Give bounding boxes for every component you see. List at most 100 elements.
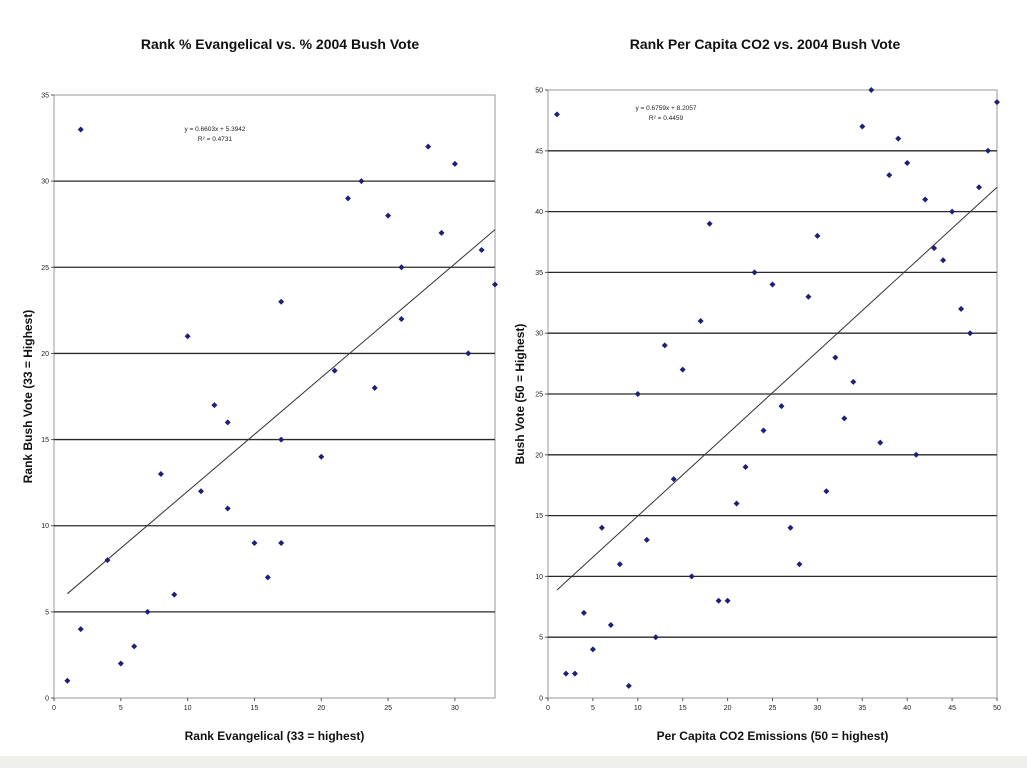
chart-2-x-tick-label: 10 [634, 705, 642, 712]
chart-2-data-point [895, 135, 902, 142]
chart-2-data-point [967, 330, 974, 337]
chart-2-data-point [589, 646, 596, 653]
chart-2-y-tick-label: 30 [535, 331, 543, 338]
chart-1-x-tick-label: 15 [251, 705, 259, 712]
chart-2-data-point [598, 524, 605, 531]
chart-1-data-point [398, 264, 405, 271]
chart-2-y-tick-label: 35 [535, 270, 543, 277]
chart-1-x-tick-label: 10 [184, 705, 192, 712]
chart-2-y-tick-label: 15 [535, 513, 543, 520]
chart-1-x-tick-label: 25 [384, 705, 392, 712]
chart-1-x-tick-label: 30 [451, 705, 459, 712]
chart-2-data-point [985, 147, 992, 154]
chart-2-data-point [949, 208, 956, 215]
chart-1-data-point [104, 557, 111, 564]
chart-1-data-point [77, 126, 84, 133]
chart-2-data-point [796, 561, 803, 568]
chart-1-data-point [278, 436, 285, 443]
chart-2-data-point [940, 257, 947, 264]
chart-1-data-point [318, 453, 325, 460]
chart-1-plot-area [53, 94, 496, 699]
chart-2-data-point [724, 597, 731, 604]
chart-2-data-point [976, 184, 983, 191]
chart-2-data-point [571, 670, 578, 677]
chart-2-data-point [661, 342, 668, 349]
chart-1-y-tick-label: 15 [41, 437, 49, 444]
chart-1-data-point [465, 350, 472, 357]
chart-2-data-point [886, 172, 893, 179]
chart-2-y-tick-label: 0 [539, 696, 543, 703]
chart-2-data-point [778, 403, 785, 410]
chart-2-data-point [769, 281, 776, 288]
chart-2-data-point [625, 682, 632, 689]
chart-2-data-point [634, 391, 641, 397]
chart-2-data-point [715, 597, 722, 604]
chart-2-data-point [922, 196, 929, 203]
chart-2-y-axis-label: Bush Vote (50 = Highest) [513, 324, 527, 465]
chart-1-data-point [425, 143, 432, 150]
bottom-strip [0, 756, 1027, 768]
chart-2-r-squared: R² = 0.4459 [649, 115, 684, 122]
chart-1-data-point [478, 247, 485, 254]
chart-1-data-point [77, 626, 84, 633]
chart-2-x-tick-label: 40 [903, 705, 911, 712]
chart-1-data-point [385, 212, 392, 219]
chart-2-data-point [679, 366, 686, 373]
chart-1-trendline [67, 229, 496, 595]
chart-2-data-point [787, 524, 794, 531]
chart-2-data-point [832, 354, 839, 361]
chart-1-data-point [131, 643, 138, 650]
chart-2-data-point [931, 245, 938, 252]
chart-2-data-point [616, 561, 623, 568]
chart-1-data-point [171, 591, 178, 598]
chart-2-data-point [751, 269, 758, 276]
chart-1-data-point [117, 660, 124, 667]
chart-2-x-tick-label: 5 [591, 705, 595, 712]
chart-1-trend-equation: y = 0.6603x + 5.3942 [184, 126, 245, 133]
chart-2-data-point [805, 293, 812, 300]
chart-2-data-point [814, 232, 821, 239]
chart-2-y-tick-label: 40 [535, 209, 543, 216]
chart-2-co2-vs-bush: 0 5 10 15 20 25 30 35 40 45 50 0 5 10 15 20 25 30 35 40 45 50… [513, 87, 1001, 743]
chart-1-data-point [224, 419, 231, 426]
chart-2-title: Rank Per Capita CO2 vs. 2004 Bush Vote [629, 36, 901, 52]
chart-1-title: Rank % Evangelical vs. % 2004 Bush Vote [140, 36, 420, 52]
chart-1-y-tick-label: 20 [41, 351, 49, 358]
chart-1-data-point [345, 195, 351, 202]
chart-1-data-point [331, 367, 338, 374]
chart-1-data-point [371, 384, 378, 391]
chart-2-data-point [670, 476, 677, 483]
chart-1-y-tick-label: 35 [41, 93, 49, 100]
chart-1-data-point [492, 281, 498, 288]
chart-2-x-tick-label: 25 [769, 705, 777, 712]
chart-2-data-point [733, 500, 740, 507]
chart-2-x-tick-label: 45 [948, 705, 956, 712]
chart-1-x-tick-label: 5 [119, 705, 123, 712]
chart-2-y-tick-label: 20 [535, 452, 543, 459]
chart-2-x-tick-label: 20 [724, 705, 732, 712]
chart-1-data-point [198, 488, 204, 495]
chart-2-trendline [556, 186, 998, 591]
chart-1-data-point [278, 539, 285, 546]
chart-2-data-point [823, 488, 830, 495]
chart-2-data-point [841, 415, 848, 422]
chart-2-y-tick-label: 25 [535, 392, 543, 399]
chart-1-data-point [398, 315, 405, 322]
chart-1-data-point [451, 160, 458, 167]
chart-2-data-point [553, 111, 560, 118]
chart-2-y-tick-label: 50 [535, 88, 543, 95]
chart-2-x-tick-label: 50 [993, 705, 1001, 712]
chart-2-trend-equation: y = 0.6759x + 8.2057 [635, 105, 696, 112]
chart-2-data-point [742, 463, 749, 470]
chart-2-y-tick-label: 5 [539, 635, 543, 642]
chart-1-x-axis-label: Rank Evangelical (33 = highest) [185, 729, 365, 743]
chart-2-data-point [580, 609, 587, 616]
chart-1-y-axis-label: Rank Bush Vote (33 = Highest) [21, 310, 35, 483]
chart-2-data-point [994, 99, 1000, 106]
chart-1-data-point [224, 505, 231, 512]
chart-2-x-axis-label: Per Capita CO2 Emissions (50 = highest) [657, 729, 889, 743]
chart-2-data-point [958, 305, 965, 312]
chart-2-data-point [904, 159, 911, 166]
chart-2-x-tick-label: 0 [546, 705, 550, 712]
chart-1-y-tick-label: 10 [41, 523, 49, 530]
